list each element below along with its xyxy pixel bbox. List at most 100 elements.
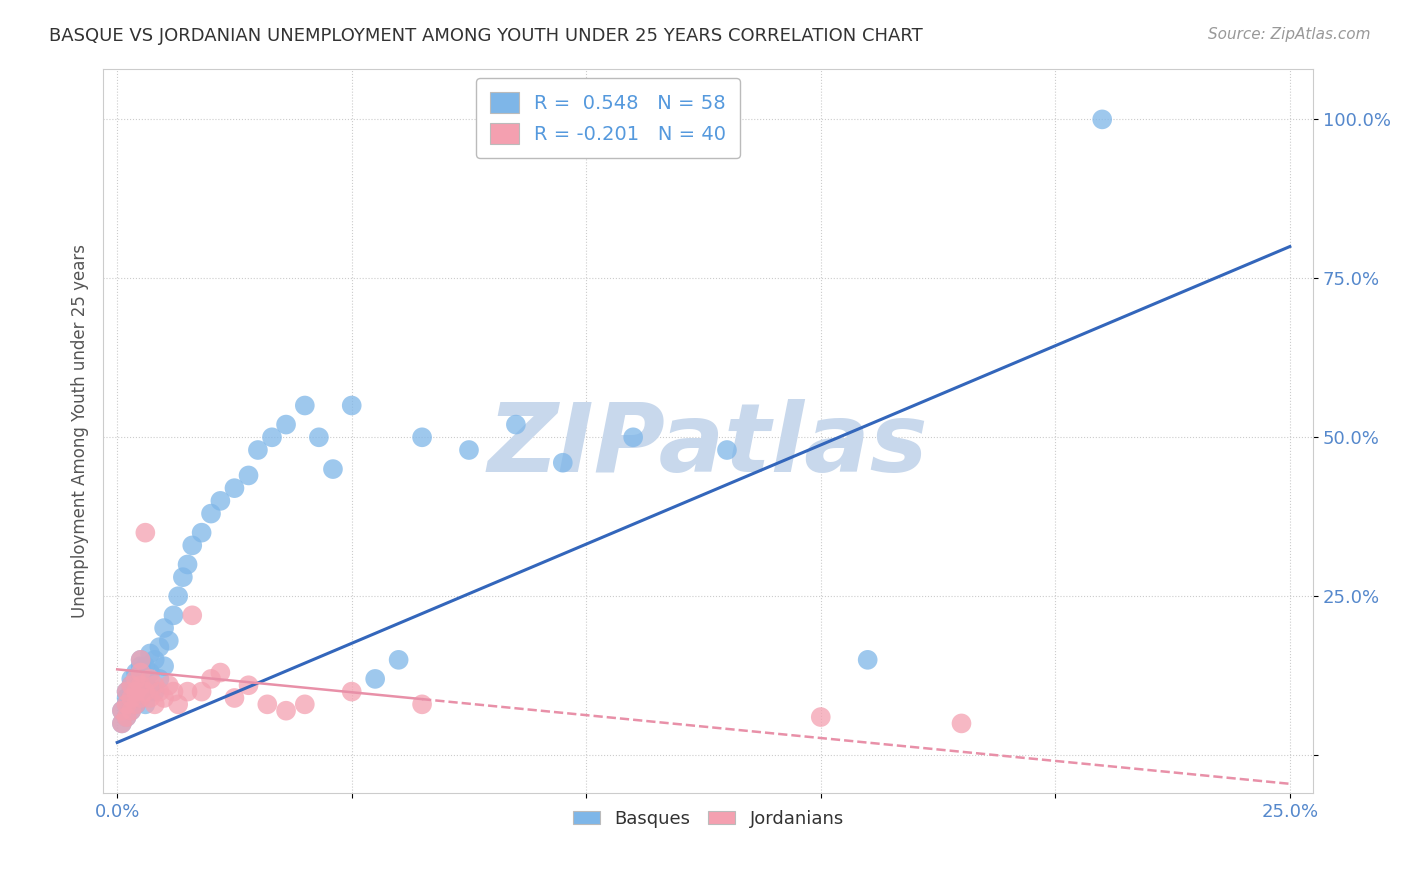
Point [125, 698, 148, 712]
Point [111, 716, 134, 731]
Point [621, 430, 644, 444]
Point [256, 698, 278, 712]
Point [224, 690, 246, 705]
Point [115, 710, 138, 724]
Point [176, 684, 198, 698]
Point [505, 417, 527, 432]
Point [134, 525, 156, 540]
Point [388, 653, 411, 667]
Point [134, 659, 156, 673]
Point [143, 653, 166, 667]
Point [125, 665, 148, 680]
Point [148, 672, 170, 686]
Point [172, 570, 194, 584]
Point [200, 672, 222, 686]
Point [129, 659, 152, 673]
Point [238, 678, 260, 692]
Point [167, 698, 190, 712]
Point [125, 698, 148, 712]
Point [274, 417, 297, 432]
Point [115, 684, 138, 698]
Point [139, 672, 162, 686]
Point [148, 684, 170, 698]
Point [134, 684, 156, 698]
Point [120, 672, 142, 686]
Point [190, 525, 212, 540]
Point [458, 442, 481, 457]
Point [308, 430, 330, 444]
Point [190, 684, 212, 698]
Y-axis label: Unemployment Among Youth under 25 years: Unemployment Among Youth under 25 years [72, 244, 89, 618]
Point [129, 678, 152, 692]
Point [162, 684, 184, 698]
Point [157, 633, 180, 648]
Text: BASQUE VS JORDANIAN UNEMPLOYMENT AMONG YOUTH UNDER 25 YEARS CORRELATION CHART: BASQUE VS JORDANIAN UNEMPLOYMENT AMONG Y… [49, 27, 922, 45]
Point [411, 698, 433, 712]
Point [167, 589, 190, 603]
Point [162, 608, 184, 623]
Point [129, 653, 152, 667]
Point [716, 442, 738, 457]
Point [134, 684, 156, 698]
Point [340, 399, 363, 413]
Point [120, 690, 142, 705]
Point [364, 672, 387, 686]
Point [274, 704, 297, 718]
Legend: Basques, Jordanians: Basques, Jordanians [565, 803, 851, 835]
Point [139, 665, 162, 680]
Point [148, 640, 170, 654]
Point [139, 690, 162, 705]
Point [143, 698, 166, 712]
Point [139, 647, 162, 661]
Point [209, 494, 232, 508]
Point [115, 698, 138, 712]
Point [115, 684, 138, 698]
Point [120, 690, 142, 705]
Point [246, 442, 269, 457]
Point [294, 399, 316, 413]
Point [129, 690, 152, 705]
Point [139, 684, 162, 698]
Point [153, 690, 176, 705]
Point [340, 684, 363, 698]
Point [950, 716, 973, 731]
Point [153, 659, 176, 673]
Point [238, 468, 260, 483]
Point [125, 672, 148, 686]
Point [176, 558, 198, 572]
Point [200, 507, 222, 521]
Point [115, 690, 138, 705]
Point [181, 538, 204, 552]
Point [111, 716, 134, 731]
Point [181, 608, 204, 623]
Point [810, 710, 832, 724]
Point [411, 430, 433, 444]
Point [125, 684, 148, 698]
Point [129, 653, 152, 667]
Text: Source: ZipAtlas.com: Source: ZipAtlas.com [1208, 27, 1371, 42]
Point [120, 704, 142, 718]
Point [111, 704, 134, 718]
Point [129, 690, 152, 705]
Point [111, 704, 134, 718]
Point [115, 710, 138, 724]
Point [134, 672, 156, 686]
Point [322, 462, 344, 476]
Point [294, 698, 316, 712]
Point [125, 684, 148, 698]
Point [129, 665, 152, 680]
Point [856, 653, 879, 667]
Point [143, 678, 166, 692]
Point [120, 704, 142, 718]
Point [134, 698, 156, 712]
Point [157, 678, 180, 692]
Point [224, 481, 246, 495]
Point [129, 678, 152, 692]
Point [153, 621, 176, 635]
Point [120, 678, 142, 692]
Point [115, 698, 138, 712]
Text: ZIPatlas: ZIPatlas [488, 399, 928, 491]
Point [143, 684, 166, 698]
Point [551, 456, 574, 470]
Point [209, 665, 232, 680]
